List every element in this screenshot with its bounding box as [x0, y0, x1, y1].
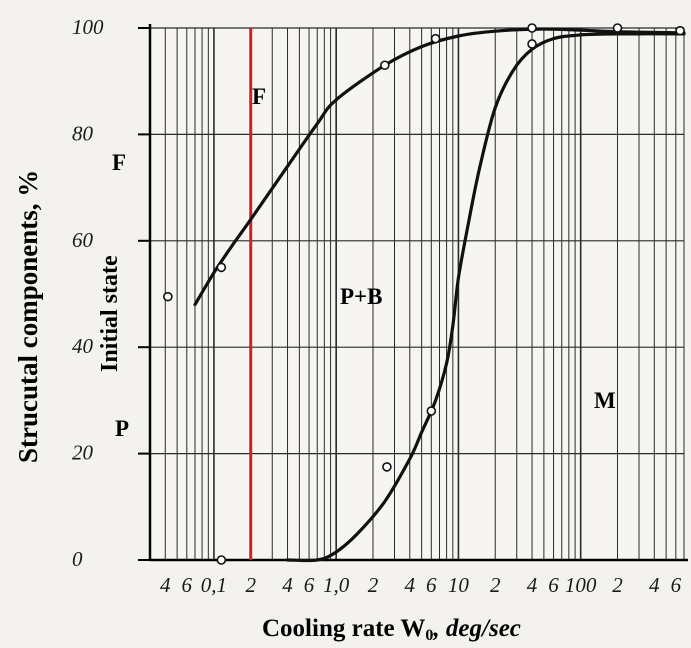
- region-label-pearlite-bainite: P+B: [340, 284, 383, 309]
- x-tick-label: 6: [548, 573, 559, 597]
- series-line-2: [285, 32, 686, 563]
- y-tick-label: 80: [72, 121, 94, 145]
- y-tick-label: 60: [72, 228, 94, 252]
- x-tick-label: 0,1: [201, 573, 227, 597]
- x-tick-label: 4: [649, 573, 660, 597]
- y-tick-label: 40: [72, 334, 94, 358]
- data-point-marker: [216, 555, 227, 565]
- y-axis-title: Strucutal components, %: [13, 170, 43, 463]
- x-tick-label: 6: [182, 573, 193, 597]
- region-label-ferrite-left: F: [112, 150, 126, 175]
- data-point-marker: [163, 291, 173, 302]
- x-tick-label: 2: [245, 573, 256, 597]
- region-label-martensite: M: [594, 388, 616, 413]
- data-point-marker: [612, 23, 623, 33]
- x-axis-title-main: Cooling rate W: [262, 615, 425, 642]
- x-tick-label: 4: [282, 573, 293, 597]
- data-markers: [163, 23, 685, 565]
- data-point-marker: [527, 39, 537, 49]
- plot-background: [150, 28, 684, 560]
- x-tick-label: 2: [368, 573, 379, 597]
- x-tick-label: 1,0: [323, 573, 350, 597]
- x-tick-label: 6: [671, 573, 682, 597]
- x-tick-label: 4: [405, 573, 416, 597]
- region-label-ferrite-top: F: [252, 84, 266, 109]
- data-point-marker: [426, 406, 437, 416]
- region-label-pearlite: P: [115, 416, 129, 441]
- x-tick-label: 6: [426, 573, 437, 597]
- y-tick-label: 20: [72, 441, 94, 465]
- y-tick-label: 100: [72, 15, 104, 39]
- initial-state-label: Initial state: [97, 255, 123, 372]
- x-tick-label: 100: [565, 573, 597, 597]
- data-point-marker: [675, 25, 685, 36]
- x-tick-label: 4: [527, 573, 538, 597]
- data-point-marker: [380, 60, 390, 71]
- x-tick-label: 2: [612, 573, 623, 597]
- x-axis-title-subscript: 0: [425, 627, 433, 644]
- x-axis-title-unit: , deg/sec: [432, 615, 520, 642]
- data-point-marker: [216, 262, 227, 273]
- x-tick-label: 2: [490, 573, 501, 597]
- axes: [138, 24, 688, 562]
- x-axis-title: Cooling rate W0, deg/sec: [262, 615, 521, 644]
- x-tick-label: 6: [304, 573, 315, 597]
- grid-lines: [149, 27, 685, 561]
- x-tick-label: 4: [160, 573, 171, 597]
- data-point-marker: [527, 23, 537, 33]
- data-point-marker: [382, 462, 392, 472]
- y-tick-label: 0: [72, 547, 83, 571]
- x-tick-labels: 4 6 0,1 2 4 6 1,0 2 4 6 10 2 4 6 100 2 4 6: [160, 573, 682, 597]
- x-tick-label: 10: [448, 573, 470, 597]
- y-tick-labels: 0 20 40 60 80 100: [72, 15, 104, 571]
- data-point-marker: [430, 33, 441, 44]
